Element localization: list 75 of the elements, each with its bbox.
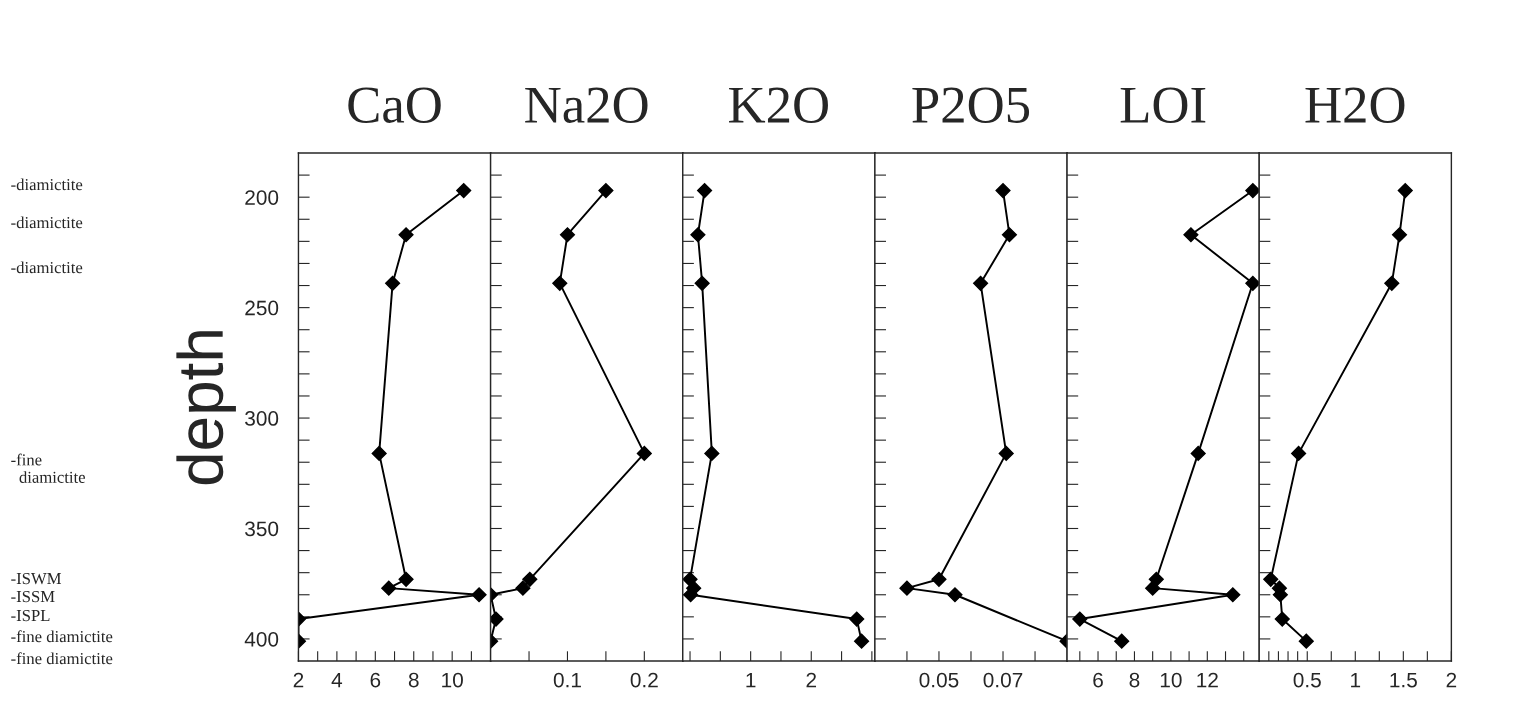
x-tick-label: 6	[370, 672, 381, 688]
point	[973, 275, 989, 291]
x-tick-label: 0.5	[1293, 672, 1321, 688]
point	[490, 611, 504, 627]
point	[690, 227, 706, 243]
text: -diamictite	[11, 261, 83, 274]
y-tick-label: 250	[245, 300, 279, 316]
text: -ISWM	[11, 572, 62, 585]
point	[1183, 227, 1199, 243]
point	[515, 580, 531, 596]
text: -ISSM	[11, 590, 55, 603]
point	[1384, 275, 1400, 291]
x-tick-label: 2	[1446, 672, 1457, 688]
y-tick-label: 300	[245, 411, 279, 426]
text: -diamictite	[11, 216, 83, 229]
x-tick-label: 2	[293, 672, 304, 688]
x-tick-label: 8	[408, 672, 419, 688]
point	[995, 182, 1011, 199]
point	[1245, 182, 1260, 199]
point	[1274, 611, 1290, 627]
point	[1072, 611, 1088, 627]
text: -ISPL	[11, 609, 50, 622]
x-tick-label: 2	[806, 672, 817, 688]
chart-title: LOI	[1120, 87, 1206, 123]
y-tick-label: 350	[245, 521, 279, 537]
x-tick-label: 1.5	[1390, 672, 1417, 688]
y-axis-title: depth	[176, 331, 236, 485]
point	[522, 571, 538, 587]
chart-title: Na2O	[525, 87, 648, 123]
point	[899, 580, 915, 596]
point	[697, 182, 713, 199]
x-tick-label: 0.05	[919, 672, 959, 688]
chart-title: CaO	[348, 87, 441, 123]
point	[1114, 633, 1130, 649]
x-tick-label: 0.07	[983, 672, 1023, 688]
y-tick-label: 400	[244, 631, 279, 647]
point	[1190, 445, 1206, 461]
x-tick-label: 1	[746, 672, 756, 688]
point	[598, 182, 614, 199]
point	[1145, 580, 1161, 596]
text: -fine diamictite	[11, 652, 113, 665]
x-tick-label: 8	[1129, 672, 1140, 688]
point	[931, 571, 947, 587]
chart-title: H2O	[1305, 87, 1405, 123]
x-tick-label: 10	[442, 672, 463, 688]
x-tick-label: 10	[1160, 672, 1182, 688]
chart-title: P2O5	[912, 87, 1030, 123]
x-tick-label: 1	[1351, 672, 1361, 688]
x-tick-label: 4	[331, 672, 343, 688]
point	[947, 587, 963, 603]
point	[552, 275, 568, 291]
point	[1245, 275, 1260, 291]
point	[1225, 587, 1241, 603]
point	[1001, 227, 1017, 243]
x-tick-label: 6	[1093, 672, 1103, 688]
x-tick-label: 12	[1197, 672, 1218, 688]
text: -diamictite	[11, 178, 83, 191]
point	[1298, 633, 1314, 649]
point	[694, 275, 710, 291]
y-tick-label: 200	[245, 190, 279, 205]
point	[704, 445, 720, 461]
x-tick-label: 0.1	[553, 672, 581, 688]
point	[1391, 227, 1408, 243]
point	[998, 445, 1014, 461]
point	[854, 633, 870, 649]
chart-title: K2O	[729, 87, 828, 123]
point	[849, 611, 865, 627]
text: -fine diamictite	[11, 630, 113, 643]
point	[1291, 445, 1307, 461]
point	[559, 227, 576, 243]
point	[636, 445, 652, 461]
point	[1397, 182, 1413, 199]
x-tick-label: 0.2	[630, 672, 658, 688]
point	[1263, 571, 1279, 587]
text: -fine diamictite	[11, 453, 85, 483]
